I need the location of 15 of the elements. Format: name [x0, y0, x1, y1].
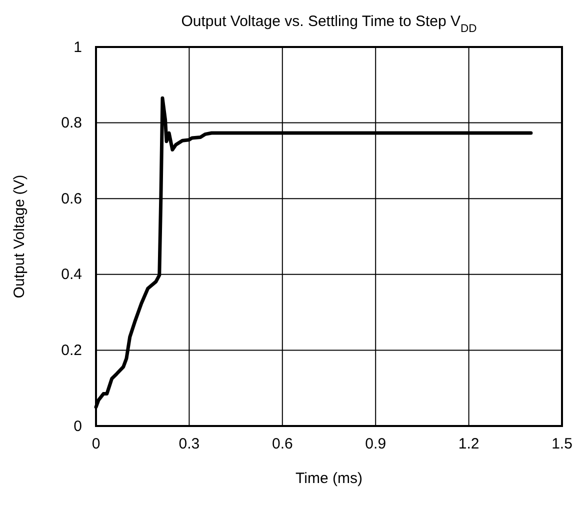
- x-axis-title: Time (ms): [296, 470, 362, 487]
- chart-title: Output Voltage vs. Settling Time to Step V$_{DD}$: [181, 13, 477, 35]
- x-tick-label: 0.9: [365, 436, 386, 453]
- x-tick-label: 1.5: [552, 436, 572, 453]
- y-tick-label: 0: [74, 418, 82, 435]
- x-tick-label: 0: [92, 436, 100, 453]
- y-tick-label: 0.6: [61, 190, 82, 208]
- y-tick-label: 0.8: [61, 114, 82, 132]
- x-tick-label: 1.2: [458, 436, 480, 453]
- y-axis-title: Output Voltage (V): [11, 174, 28, 298]
- y-tick-label: 0.4: [61, 266, 82, 284]
- x-tick-label: 0.3: [178, 436, 200, 453]
- y-tick-label: 0.2: [61, 342, 82, 359]
- y-tick-label: 1: [74, 38, 82, 56]
- x-tick-label: 0.6: [272, 436, 293, 453]
